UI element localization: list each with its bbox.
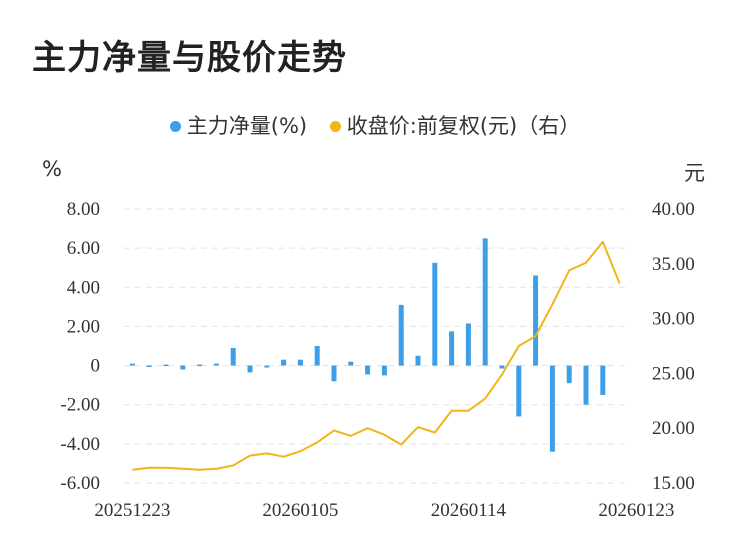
bar [549, 365, 555, 452]
bar [415, 355, 421, 366]
bar [516, 365, 522, 417]
bar [247, 365, 253, 373]
bar [449, 331, 455, 366]
legend-item-close-price[interactable]: 收盘价:前复权(元)（右） [329, 110, 581, 140]
bar [583, 365, 589, 405]
price-line [132, 240, 621, 471]
bar [146, 365, 152, 368]
legend-dot-blue [169, 121, 181, 132]
x-tick-label: 20251223 [94, 500, 170, 521]
left-tick-label: 2.00 [67, 316, 100, 337]
left-tick-label: 0 [91, 356, 101, 377]
bar [213, 363, 219, 366]
right-tick-label: 20.00 [652, 418, 695, 439]
bar [365, 365, 371, 375]
left-tick-label: -4.00 [60, 434, 100, 455]
bar [331, 365, 337, 382]
x-tick-label: 20260123 [598, 500, 674, 521]
bar [297, 359, 303, 366]
bar [314, 346, 320, 366]
bar [432, 262, 438, 366]
left-tick-label: -2.00 [60, 395, 100, 416]
legend-dot-yellow [329, 121, 341, 132]
right-tick-label: 30.00 [652, 309, 695, 330]
bar [264, 365, 270, 368]
bar [180, 365, 186, 370]
right-tick-label: 25.00 [652, 363, 695, 384]
bar [381, 365, 387, 376]
legend-label-net-volume: 主力净量(%) [186, 114, 308, 138]
right-tick-label: 40.00 [652, 199, 695, 220]
bar [465, 323, 471, 366]
bar [482, 238, 488, 366]
bar [566, 365, 572, 384]
x-tick-label: 20260105 [262, 500, 338, 521]
bar [281, 359, 287, 366]
x-tick-label: 20260114 [431, 500, 507, 521]
legend-label-close-price: 收盘价:前复权(元)（右） [346, 114, 581, 138]
legend-item-net-volume[interactable]: 主力净量(%) [169, 110, 308, 140]
left-tick-label: 8.00 [67, 199, 100, 220]
bar [197, 364, 203, 367]
right-tick-label: 35.00 [652, 254, 695, 275]
left-axis-unit: % [42, 157, 62, 181]
legend: 主力净量(%) 收盘价:前复权(元)（右） [0, 110, 750, 140]
bar [499, 365, 505, 369]
bar [163, 364, 169, 367]
bar [398, 304, 404, 366]
bar [533, 275, 539, 366]
left-tick-label: 6.00 [67, 238, 100, 259]
bar [600, 365, 606, 395]
right-axis-unit: 元 [684, 161, 705, 185]
bar [129, 363, 135, 366]
bar [348, 361, 354, 366]
bar [230, 347, 236, 366]
right-tick-label: 15.00 [652, 473, 695, 494]
left-tick-label: 4.00 [67, 277, 100, 298]
chart-title: 主力净量与股价走势 [32, 38, 347, 78]
left-tick-label: -6.00 [60, 473, 100, 494]
